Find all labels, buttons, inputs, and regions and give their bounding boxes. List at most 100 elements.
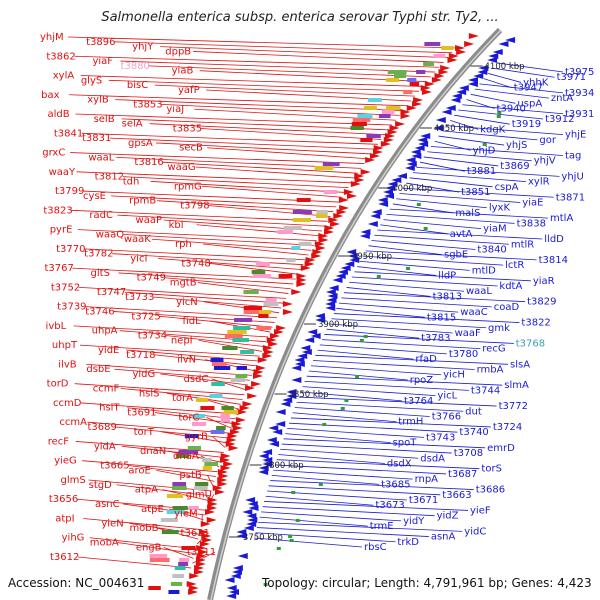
reverse-gene-arrow <box>248 505 259 511</box>
gc-skew-dot <box>263 583 268 586</box>
forward-gene-label: radC <box>89 210 113 221</box>
reverse-gene-arrow <box>242 509 253 515</box>
reverse-gene-arrow <box>258 465 269 471</box>
forward-gene-label: aldB <box>47 109 69 120</box>
gc-skew-dot <box>322 423 327 426</box>
forward-gene-label: engB <box>136 542 162 553</box>
reverse-gene-label: yiaM <box>483 224 506 235</box>
forward-gene-arrow <box>220 465 231 471</box>
map-title: Salmonella enterica subsp. enterica sero… <box>101 10 499 25</box>
reverse-gene-label: t3764 <box>404 396 433 407</box>
reverse-gene-label: lldD <box>544 234 564 245</box>
reverse-gene-arrow <box>291 365 302 371</box>
reverse-gene-arrow <box>243 525 254 531</box>
forward-gene-arrow <box>217 481 228 487</box>
kbp-label: 3800 kbp <box>264 461 304 471</box>
reverse-gene-arrow <box>378 201 389 207</box>
reverse-gene-label: trkD <box>397 537 419 548</box>
kbp-label: 4100 kbp <box>485 62 525 72</box>
feature-block <box>227 330 247 334</box>
forward-gene-label: uhpT <box>52 340 78 351</box>
forward-gene-arrow <box>235 417 246 423</box>
reverse-gene-arrow <box>328 285 339 291</box>
forward-gene-label: torT <box>134 427 155 438</box>
feature-block <box>184 434 199 438</box>
feature-block <box>232 338 250 342</box>
forward-gene-arrow <box>200 521 211 527</box>
forward-gene-label: t3749 <box>137 273 166 284</box>
reverse-gene-label: t3822 <box>521 318 550 329</box>
reverse-gene-arrow <box>433 125 444 131</box>
forward-gene-arrow <box>354 173 365 179</box>
forward-gene-label: t3880 <box>121 61 150 72</box>
feature-block <box>292 210 312 214</box>
forward-gene-label: fidL <box>182 316 201 327</box>
feature-block <box>210 358 224 362</box>
feature-block <box>224 334 243 338</box>
reverse-gene-arrow <box>441 109 452 115</box>
reverse-gene-label: t3947 <box>514 83 543 94</box>
forward-gene-leaders <box>67 36 457 569</box>
reverse-gene-label: t3931 <box>565 109 594 120</box>
reverse-gene-label: yiaE <box>522 197 543 208</box>
forward-gene-label: t3718 <box>126 350 155 361</box>
forward-gene-arrow <box>305 257 316 263</box>
forward-gene-arrow <box>291 289 302 295</box>
reverse-gene-arrow <box>286 389 297 395</box>
reverse-gene-arrow <box>335 273 346 279</box>
reverse-gene-arrow <box>450 97 461 103</box>
feature-block <box>256 326 272 330</box>
feature-block <box>315 214 328 218</box>
forward-gene-label: t3862 <box>46 51 75 62</box>
forward-gene-label: yicN <box>176 297 198 308</box>
reverse-gene-label: t3919 <box>512 119 541 130</box>
forward-gene-label: t3656 <box>49 494 78 505</box>
forward-gene-label: tdh <box>123 176 140 187</box>
forward-gene-arrow <box>242 401 253 407</box>
reverse-gene-arrow <box>258 469 269 475</box>
forward-gene-label: bax <box>41 90 59 101</box>
forward-gene-label: gyrB <box>185 432 208 443</box>
forward-gene-label: yiaB <box>172 66 194 77</box>
reverse-gene-arrow <box>477 69 488 75</box>
reverse-gene-arrow <box>314 313 325 319</box>
reverse-gene-arrow <box>420 133 431 139</box>
feature-block <box>188 506 199 510</box>
forward-gene-label: t3798 <box>180 201 209 212</box>
feature-block <box>423 62 435 66</box>
forward-gene-label: yihG <box>62 533 85 544</box>
feature-block <box>191 422 206 426</box>
feature-block <box>204 462 218 466</box>
reverse-gene-arrow <box>291 377 302 383</box>
forward-gene-label: yhjY <box>132 42 154 53</box>
feature-block <box>178 562 189 566</box>
reverse-gene-arrow <box>300 345 311 351</box>
feature-block <box>416 70 426 74</box>
reverse-gene-label: t3687 <box>448 469 477 480</box>
gc-skew-dot <box>340 407 345 410</box>
forward-gene-label: yafP <box>178 85 200 96</box>
forward-gene-label: grxC <box>42 148 65 159</box>
feature-block <box>236 366 247 370</box>
feature-block <box>181 546 196 550</box>
forward-gene-arrow <box>311 253 322 259</box>
feature-block <box>357 114 373 118</box>
reverse-gene-arrow <box>236 533 247 539</box>
reverse-gene-label: yidY <box>403 516 425 527</box>
forward-gene-arrow <box>330 221 341 227</box>
forward-gene-label: asnC <box>95 499 120 510</box>
forward-gene-label: t3752 <box>51 282 80 293</box>
reverse-gene-arrow <box>396 173 407 179</box>
reverse-gene-arrow <box>492 49 503 55</box>
kbp-label: 4050 kbp <box>434 124 474 134</box>
reverse-gene-label: trmE <box>370 521 394 532</box>
reverse-gene-label: waaC <box>460 307 487 318</box>
feature-block <box>187 446 201 450</box>
feature-block <box>170 582 183 586</box>
forward-gene-label: xylB <box>87 95 109 106</box>
feature-block <box>166 494 184 498</box>
forward-gene-label: torA <box>172 393 193 404</box>
forward-gene-label: uhpA <box>92 326 118 337</box>
forward-gene-label: selA <box>122 119 143 130</box>
forward-gene-arrow <box>228 445 239 451</box>
